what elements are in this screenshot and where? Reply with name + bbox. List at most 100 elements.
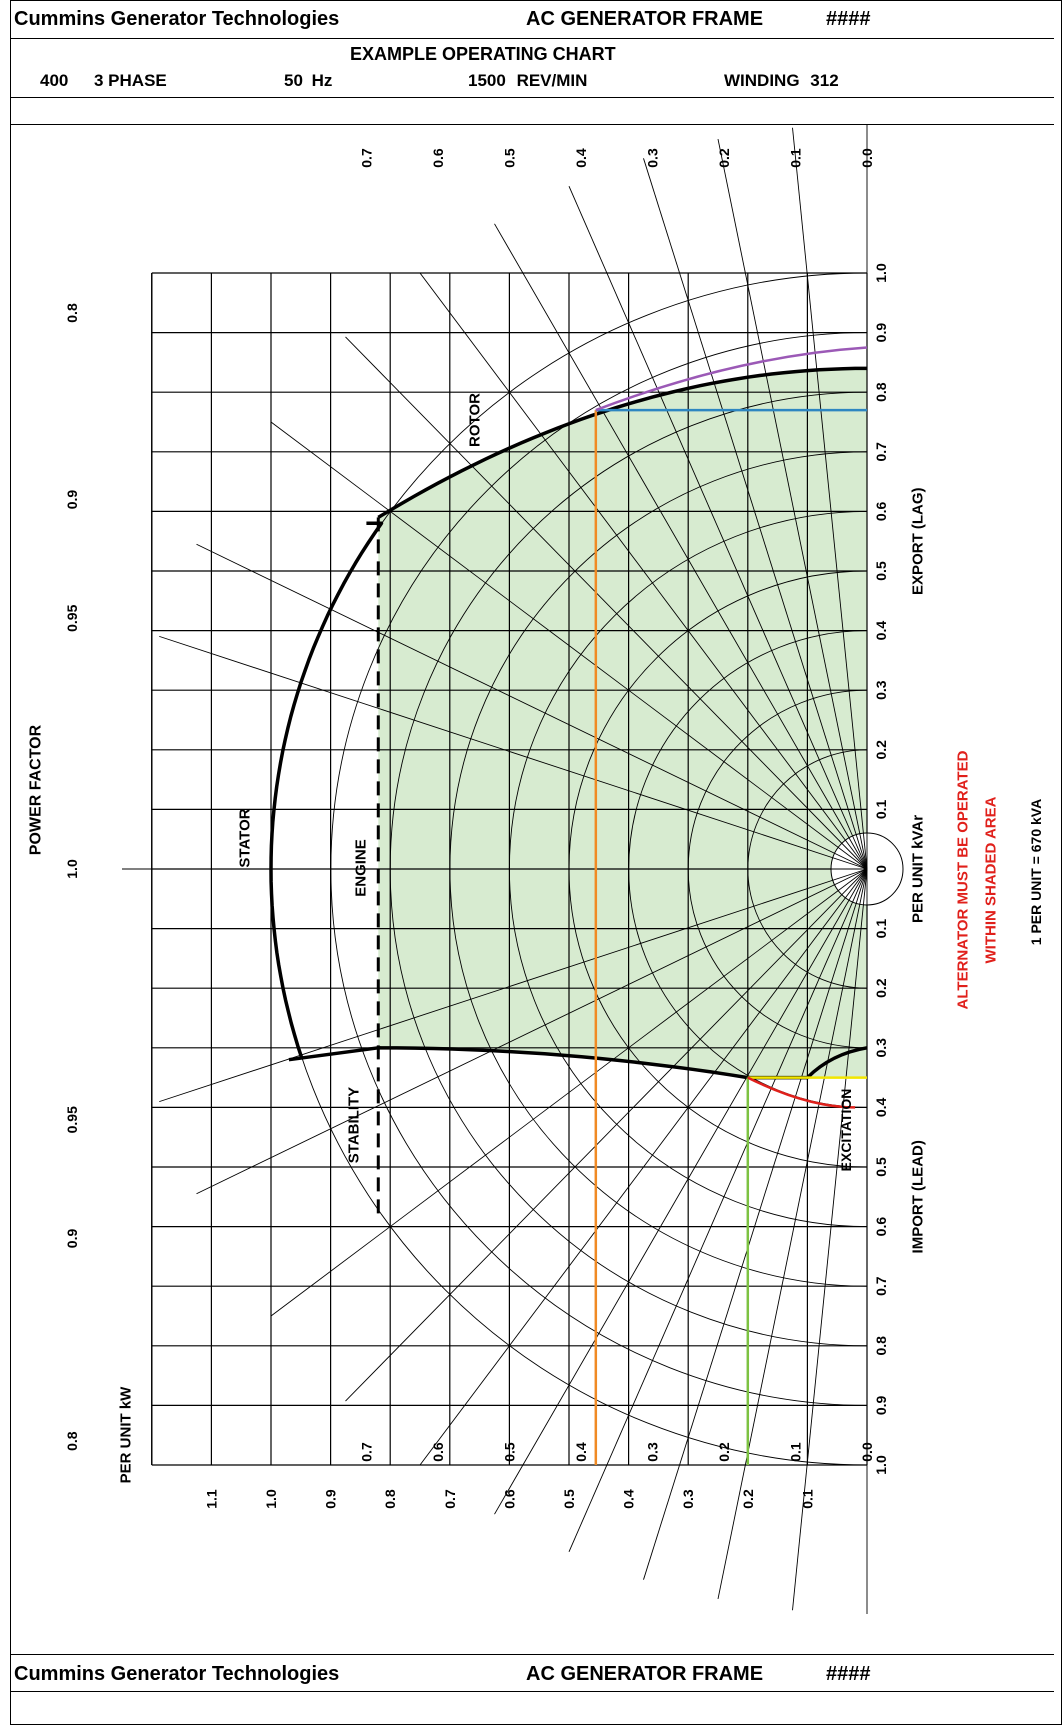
power-factor-label-left: 0.9 xyxy=(64,1229,80,1249)
kvar-tick-label-export: 0.8 xyxy=(873,382,889,402)
chart-title: EXAMPLE OPERATING CHART xyxy=(350,44,616,64)
kw-tick-label: 0.3 xyxy=(680,1489,696,1509)
kw-tick-label: 0.9 xyxy=(323,1489,339,1509)
header-rule-middle xyxy=(10,97,1054,98)
import-lead-label: IMPORT (LEAD) xyxy=(910,1140,927,1253)
header-winding-label: WINDING xyxy=(724,71,800,90)
power-factor-label-top: 0.6 xyxy=(430,148,446,168)
power-factor-label-left: 0.95 xyxy=(64,604,80,631)
header-speed-unit: REV/MIN xyxy=(516,71,588,90)
header-frame-number: #### xyxy=(826,8,871,30)
kvar-tick-label-export: 0.9 xyxy=(873,323,889,343)
engine-label: ENGINE xyxy=(353,839,370,897)
stability-limit-curve xyxy=(288,1046,749,1080)
header-speed-value: 1500 xyxy=(468,71,506,90)
power-factor-label-left: 1.0 xyxy=(64,859,80,879)
rotor-label: ROTOR xyxy=(467,393,484,447)
kvar-tick-label-import: 0.3 xyxy=(873,1038,889,1058)
kw-tick-label: 1.0 xyxy=(263,1489,279,1509)
kvar-tick-label-export: 0.5 xyxy=(873,561,889,581)
stator-label: STATOR xyxy=(237,808,254,867)
power-factor-label-left: 0.8 xyxy=(64,1431,80,1451)
power-factor-label-top: 0.5 xyxy=(501,148,517,168)
kw-tick-label: 1.1 xyxy=(203,1489,219,1509)
kvar-tick-label-import: 1.0 xyxy=(873,1455,889,1475)
kvar-axis-title: PER UNIT kVAr xyxy=(910,815,927,923)
footer-rule-bottom xyxy=(10,1691,1054,1692)
power-factor-line xyxy=(643,158,868,870)
power-factor-line xyxy=(717,868,868,1600)
operating-line-red xyxy=(747,1076,856,1109)
rotor-limit-curve xyxy=(377,366,867,519)
power-factor-line xyxy=(494,223,868,870)
power-factor-line xyxy=(568,186,868,870)
power-factor-label-top: 0.1 xyxy=(787,148,803,168)
kvar-tick-label-zero: 0 xyxy=(873,865,889,873)
power-factor-label-top: 0.3 xyxy=(644,148,660,168)
power-factor-label-left: 0.8 xyxy=(64,303,80,323)
power-factor-line xyxy=(270,868,868,1317)
header-company: Cummins Generator Technologies xyxy=(14,8,340,30)
kvar-tick-label-import: 0.1 xyxy=(873,919,889,939)
operating-line-purple xyxy=(595,346,868,412)
header-winding-number: 312 xyxy=(810,71,839,90)
kvar-tick-label-export: 0.2 xyxy=(873,740,889,760)
power-factor-label-top: 0.4 xyxy=(573,148,589,168)
kvar-tick-label-export: 0.4 xyxy=(873,621,889,641)
power-factor-label-bottom: 0.5 xyxy=(501,1442,517,1462)
header-phase: 3 PHASE xyxy=(94,71,167,90)
header-rule-top xyxy=(10,38,1054,39)
power-factor-line xyxy=(419,868,868,1466)
header-winding: WINDING 312 xyxy=(724,71,839,91)
power-factor-label-left: 0.9 xyxy=(64,490,80,510)
kvar-tick-label-import: 0.5 xyxy=(873,1157,889,1177)
power-factor-line xyxy=(196,543,868,870)
power-factor-label-top: 0.7 xyxy=(358,148,374,168)
kvar-tick-label-import: 0.8 xyxy=(873,1336,889,1356)
kvar-tick-label-export: 0.3 xyxy=(873,680,889,700)
kw-tick-label: 0.6 xyxy=(501,1489,517,1509)
kw-tick-label: 0.7 xyxy=(442,1489,458,1509)
power-factor-line xyxy=(792,868,868,1611)
power-factor-label-top: 0.2 xyxy=(716,148,732,168)
kvar-tick-label-export: 0.7 xyxy=(873,442,889,462)
operating-note-line1: ALTERNATOR MUST BE OPERATED xyxy=(955,750,972,1009)
header-frequency-value: 50 xyxy=(284,71,303,90)
header-frequency-unit: Hz xyxy=(311,71,333,90)
power-factor-line xyxy=(345,868,868,1402)
power-factor-line xyxy=(643,868,868,1580)
kvar-tick-label-export: 0.1 xyxy=(873,799,889,819)
power-factor-line xyxy=(196,868,868,1195)
power-factor-label-bottom: 0.3 xyxy=(644,1442,660,1462)
stability-label: STABILITY xyxy=(346,1087,363,1163)
kvar-tick-label-import: 0.9 xyxy=(873,1395,889,1415)
kw-tick-label: 0.1 xyxy=(799,1489,815,1509)
kvar-tick-label-import: 0.4 xyxy=(873,1097,889,1117)
footer-rule-top xyxy=(10,1654,1054,1655)
export-lag-label: EXPORT (LAG) xyxy=(910,487,927,595)
footer-frame-number: #### xyxy=(826,1663,871,1685)
footer-company: Cummins Generator Technologies xyxy=(14,1663,340,1685)
power-factor-line xyxy=(159,868,868,1103)
power-factor-label-top: 0.0 xyxy=(859,148,875,168)
kw-tick-label: 0.5 xyxy=(561,1489,577,1509)
power-factor-line xyxy=(568,868,868,1552)
kvar-tick-label-export: 1.0 xyxy=(873,263,889,283)
footer-frame-label: AC GENERATOR FRAME xyxy=(526,1663,764,1685)
kw-axis-title: PER UNIT kW xyxy=(118,1386,135,1484)
power-factor-label-bottom: 0.4 xyxy=(573,1442,589,1462)
power-factor-label-bottom: 0.2 xyxy=(716,1442,732,1462)
page-frame xyxy=(10,0,1062,1725)
kvar-tick-label-import: 0.6 xyxy=(873,1217,889,1237)
power-factor-title: POWER FACTOR xyxy=(28,724,45,855)
header-frame-label: AC GENERATOR FRAME xyxy=(526,8,764,30)
power-factor-label-bottom: 0.7 xyxy=(358,1442,374,1462)
power-factor-lines xyxy=(122,124,868,1614)
power-factor-line xyxy=(345,336,868,870)
excitation-label: EXCITATION xyxy=(838,1089,854,1172)
header-voltage: 400 xyxy=(40,71,69,90)
power-factor-label-bottom: 0.1 xyxy=(787,1442,803,1462)
operating-note-line2: WITHIN SHADED AREA xyxy=(983,796,1000,963)
